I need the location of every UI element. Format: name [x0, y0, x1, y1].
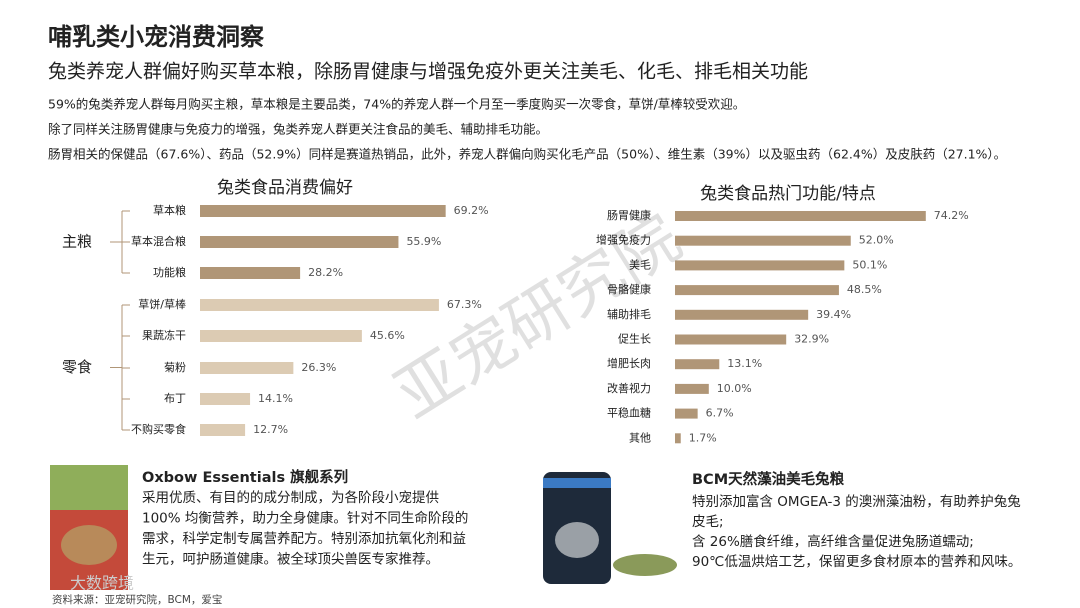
group-label: 主粮: [62, 233, 92, 251]
paragraph: 59%的兔类养宠人群每月购买主粮，草本粮是主要品类，74%的养宠人群一个月至一季…: [48, 97, 745, 112]
category-label: 改善视力: [607, 381, 651, 395]
bar: [200, 424, 246, 436]
product-image: [50, 465, 128, 590]
value-label: 13.1%: [727, 357, 762, 370]
bar: [675, 309, 809, 320]
category-label: 促生长: [618, 332, 651, 346]
bar: [200, 205, 446, 217]
product-title: Oxbow Essentials 旗舰系列: [142, 468, 348, 486]
category-label: 不购买零食: [131, 422, 186, 436]
category-label: 草饼/草棒: [138, 297, 186, 311]
title: 哺乳类小宠消费洞察: [48, 23, 265, 51]
value-label: 32.9%: [794, 333, 829, 346]
category-label: 美毛: [629, 258, 651, 271]
value-label: 6.7%: [706, 407, 734, 420]
category-label: 肠胃健康: [607, 208, 651, 222]
paragraph: 除了同样关注肠胃健康与免疫力的增强，兔类养宠人群更关注食品的美毛、辅助排毛功能。: [48, 122, 548, 137]
category-label: 果蔬冻干: [142, 328, 186, 342]
bar: [200, 330, 362, 342]
value-label: 52.0%: [859, 234, 894, 247]
chart-title: 兔类食品消费偏好: [217, 178, 353, 198]
value-label: 28.2%: [308, 266, 343, 279]
group-label: 零食: [62, 358, 92, 376]
bar: [200, 299, 439, 311]
category-label: 增强免疫力: [596, 233, 651, 247]
value-label: 50.1%: [852, 258, 887, 271]
bar: [675, 285, 839, 296]
product-text: 100% 均衡营养，助力全身健康。针对不同生命阶段的: [142, 510, 468, 527]
chart-title: 兔类食品热门功能/特点: [700, 184, 876, 204]
category-label: 平稳血糖: [607, 406, 651, 420]
paragraph: 肠胃相关的保健品（67.6%）、药品（52.9%）同样是赛道热销品，此外，养宠人…: [48, 147, 1006, 162]
category-label: 辅助排毛: [607, 307, 651, 321]
value-label: 10.0%: [717, 382, 752, 395]
value-label: 26.3%: [301, 361, 336, 374]
value-label: 67.3%: [447, 298, 482, 311]
subtitle: 兔类养宠人群偏好购买草本粮，除肠胃健康与增强免疫外更关注美毛、化毛、排毛相关功能: [48, 61, 808, 83]
product-title: BCM天然藻油美毛兔粮: [692, 470, 845, 488]
product-text: 需求，科学定制专属营养配方。特别添加抗氧化剂和益: [142, 531, 466, 547]
product-text: 皮毛;: [692, 514, 724, 530]
category-label: 其他: [629, 431, 651, 444]
category-label: 增肥长肉: [607, 356, 651, 370]
product-text: 生元，呵护肠道健康。被全球顶尖兽医专家推荐。: [142, 551, 439, 568]
category-label: 功能粮: [153, 265, 186, 279]
bar: [200, 236, 399, 248]
bar: [675, 260, 845, 271]
value-label: 12.7%: [253, 423, 288, 436]
value-label: 74.2%: [934, 209, 969, 222]
bar: [675, 408, 698, 419]
value-label: 1.7%: [689, 431, 717, 444]
bar: [675, 235, 851, 246]
bar: [675, 359, 720, 370]
category-label: 菊粉: [164, 361, 186, 374]
bar: [675, 334, 787, 345]
category-label: 草本混合粮: [131, 234, 186, 248]
value-label: 39.4%: [816, 308, 851, 321]
bar: [200, 393, 251, 405]
bar: [675, 383, 709, 394]
bar: [675, 211, 926, 221]
product-text: 90℃低温烘焙工艺，保留更多食材原本的营养和风味。: [692, 553, 1021, 570]
source: 资料来源：亚宠研究院，BCM，爱宝: [52, 593, 222, 606]
category-label: 骨骼健康: [607, 282, 651, 296]
product-text: 特别添加富含 OMGEA-3 的澳洲藻油粉，有助养护兔兔: [692, 493, 1021, 510]
product-text: 含 26%膳食纤维，高纤维含量促进兔肠道蠕动;: [692, 533, 974, 550]
value-label: 55.9%: [406, 235, 441, 248]
value-label: 48.5%: [847, 283, 882, 296]
logo: 大数跨境: [70, 574, 134, 593]
bar: [675, 433, 681, 444]
product-text: 采用优质、有目的的成分制成，为各阶段小宠提供: [142, 490, 439, 506]
category-label: 布丁: [164, 392, 186, 405]
category-label: 草本粮: [153, 203, 186, 217]
value-label: 45.6%: [370, 329, 405, 342]
bar: [200, 267, 301, 279]
value-label: 69.2%: [454, 204, 489, 217]
value-label: 14.1%: [258, 392, 293, 405]
product-image: [543, 472, 677, 584]
bar: [200, 362, 294, 374]
